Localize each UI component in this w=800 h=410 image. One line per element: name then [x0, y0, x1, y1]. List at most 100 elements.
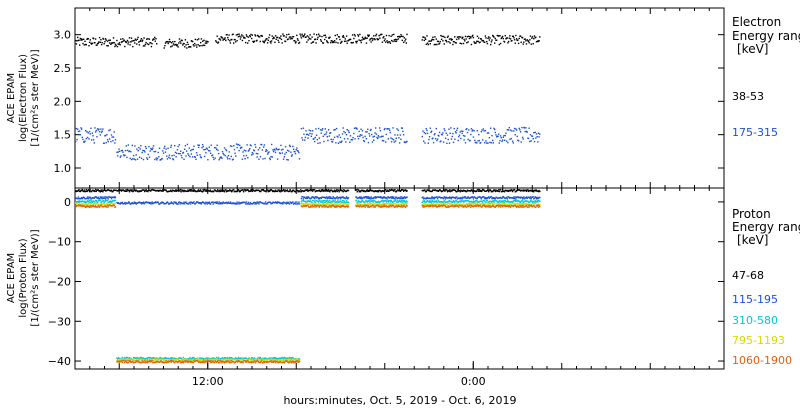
data-point — [423, 200, 425, 202]
electron-ylabel-line-3: [1/(cm²s ster MeV)] — [30, 49, 41, 146]
data-point — [108, 42, 111, 44]
data-point — [312, 130, 314, 132]
data-point — [90, 43, 93, 45]
data-point — [392, 139, 395, 141]
data-point — [219, 38, 221, 40]
data-point — [393, 196, 395, 198]
data-point — [470, 43, 473, 46]
data-point — [134, 42, 136, 44]
data-point — [373, 197, 376, 199]
data-point — [488, 36, 490, 38]
data-point — [128, 202, 131, 204]
data-point — [498, 206, 500, 208]
data-point — [267, 359, 269, 362]
data-point — [142, 358, 145, 361]
data-point — [325, 189, 328, 191]
data-point — [162, 189, 164, 191]
data-point — [359, 203, 362, 205]
data-point — [175, 43, 177, 46]
data-point — [269, 158, 271, 161]
data-point — [192, 44, 195, 46]
data-point — [196, 154, 198, 156]
data-point — [221, 190, 224, 192]
data-point — [361, 197, 364, 199]
data-point — [233, 145, 235, 147]
data-point — [468, 200, 470, 202]
data-point — [106, 45, 108, 47]
data-point — [84, 40, 86, 42]
data-point — [218, 201, 220, 203]
data-point — [204, 148, 206, 151]
data-point — [367, 196, 370, 198]
data-point — [204, 44, 206, 47]
data-point — [467, 41, 469, 43]
data-point — [157, 189, 159, 192]
data-point — [98, 190, 100, 192]
data-point — [402, 130, 404, 133]
data-point — [167, 42, 169, 45]
data-point — [194, 156, 196, 158]
data-point — [406, 190, 408, 192]
data-point — [519, 201, 522, 204]
data-point — [244, 188, 246, 191]
data-point — [81, 196, 83, 199]
data-point — [342, 196, 344, 198]
data-point — [199, 202, 202, 204]
data-point — [171, 45, 173, 47]
data-point — [342, 35, 344, 37]
data-point — [484, 35, 487, 37]
data-point — [96, 197, 99, 199]
data-point — [217, 356, 220, 359]
data-point — [469, 36, 471, 38]
data-point — [317, 190, 320, 192]
data-point — [529, 203, 531, 205]
data-point — [385, 141, 387, 143]
data-point — [468, 37, 471, 40]
data-point — [227, 158, 229, 160]
data-point — [498, 142, 500, 144]
data-point — [152, 39, 154, 41]
data-point — [282, 357, 284, 359]
data-point — [475, 200, 477, 202]
data-point — [110, 200, 112, 202]
data-point — [385, 34, 388, 37]
data-point — [253, 358, 255, 360]
data-point — [146, 157, 148, 159]
data-point — [156, 357, 158, 359]
data-point — [398, 190, 400, 192]
data-point — [270, 360, 272, 362]
data-point — [529, 134, 532, 136]
data-point — [262, 189, 265, 191]
data-point — [385, 204, 388, 206]
data-point — [262, 362, 264, 364]
series-47-68 — [75, 188, 541, 193]
data-point — [316, 38, 319, 40]
data-point — [505, 140, 508, 142]
data-point — [371, 39, 374, 42]
data-point — [327, 197, 330, 199]
data-point — [151, 148, 153, 151]
data-point — [121, 361, 123, 364]
data-point — [96, 189, 98, 191]
data-point — [358, 206, 360, 208]
data-point — [279, 189, 281, 192]
data-point — [324, 201, 326, 204]
data-point — [269, 189, 271, 192]
data-point — [100, 196, 103, 198]
data-point — [154, 158, 156, 161]
data-point — [434, 43, 437, 46]
data-point — [393, 205, 395, 207]
data-point — [159, 361, 161, 363]
data-point — [539, 36, 541, 38]
data-point — [211, 201, 214, 203]
data-point — [496, 200, 498, 202]
data-point — [423, 202, 425, 204]
data-point — [315, 42, 317, 44]
data-point — [176, 44, 179, 46]
data-point — [161, 190, 163, 192]
data-point — [321, 128, 324, 130]
data-point — [345, 202, 348, 205]
data-point — [204, 357, 206, 360]
data-point — [507, 206, 510, 208]
data-point — [426, 197, 429, 200]
